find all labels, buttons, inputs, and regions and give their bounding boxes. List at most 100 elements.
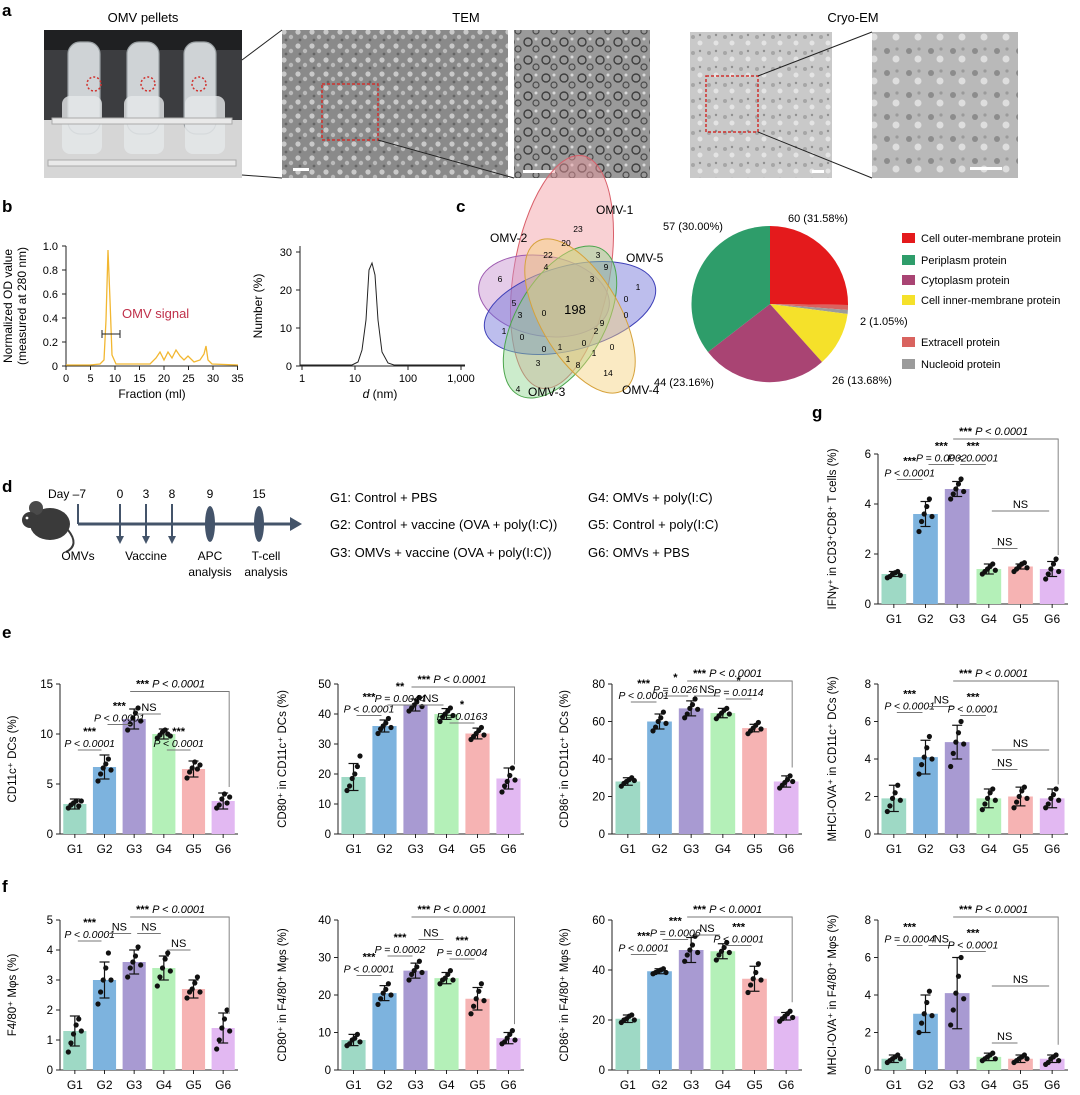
xtick-label: G6 bbox=[500, 1078, 516, 1092]
data-point bbox=[504, 1035, 510, 1041]
data-point bbox=[189, 765, 195, 771]
significance-stars: NS bbox=[1013, 974, 1028, 986]
data-point bbox=[184, 995, 190, 1001]
p-value: P < 0.0001 bbox=[975, 668, 1028, 680]
p-value: P < 0.0001 bbox=[433, 674, 486, 686]
data-point bbox=[929, 513, 935, 520]
data-point bbox=[473, 996, 479, 1002]
pie-label-outer: 60 (31.58%) bbox=[788, 213, 848, 225]
xtick-label: G4 bbox=[981, 842, 997, 856]
data-point bbox=[916, 1029, 922, 1036]
bar-G1 bbox=[63, 804, 87, 834]
day-label-minus7: Day –7 bbox=[48, 487, 86, 501]
ytick-label: 4 bbox=[865, 990, 872, 1002]
xtick-label: G4 bbox=[438, 1078, 454, 1092]
xtick-label: G2 bbox=[651, 842, 667, 856]
data-point bbox=[992, 1056, 998, 1062]
p-value: P < 0.0001 bbox=[344, 704, 395, 716]
data-point bbox=[159, 965, 166, 971]
data-point bbox=[409, 971, 415, 977]
xtick-label: G5 bbox=[469, 1078, 485, 1092]
xtick-label: G1 bbox=[886, 612, 902, 626]
data-point bbox=[437, 981, 443, 987]
data-point bbox=[167, 733, 173, 739]
significance-stars: NS bbox=[997, 758, 1012, 770]
pie-label-cytoplasm: 44 (23.16%) bbox=[654, 377, 714, 389]
xtick-label: G5 bbox=[185, 1078, 201, 1092]
data-point bbox=[414, 699, 420, 705]
omv-pellets-title: OMV pellets bbox=[108, 10, 179, 25]
b-left-xlabel: Fraction (ml) bbox=[118, 387, 185, 401]
data-point bbox=[958, 954, 964, 961]
y-axis-label: CD80⁺ in F4/80⁺ Mφs (%) bbox=[277, 928, 289, 1062]
data-point bbox=[961, 996, 967, 1002]
significance-stars: *** bbox=[418, 904, 434, 916]
data-point bbox=[344, 787, 350, 794]
data-point bbox=[748, 982, 754, 988]
pie-label-inner: 26 (13.68%) bbox=[832, 375, 892, 387]
data-point bbox=[219, 1025, 225, 1031]
ytick-label: 0 bbox=[865, 599, 871, 611]
significance-stars: *** bbox=[172, 726, 186, 738]
data-point bbox=[214, 1046, 220, 1052]
data-point bbox=[512, 1037, 518, 1043]
b-left-xtick-label: 30 bbox=[207, 373, 219, 385]
data-point bbox=[76, 1016, 82, 1022]
significance-stars: NS bbox=[934, 934, 949, 946]
significance-bracket bbox=[411, 916, 515, 1025]
data-point bbox=[953, 990, 959, 996]
cryo-em-image-low-mag bbox=[690, 32, 832, 178]
panel-a: OMV pellets TEM Cryo-EM bbox=[44, 10, 1018, 179]
ytick-label: 20 bbox=[592, 792, 605, 804]
data-point bbox=[992, 567, 998, 573]
ytick-label: 0 bbox=[599, 829, 605, 841]
ytick-label: 4 bbox=[47, 945, 54, 957]
data-point bbox=[1056, 1058, 1062, 1064]
ytick-label: 8 bbox=[865, 679, 871, 691]
b-right-ytick-label: 20 bbox=[280, 285, 292, 297]
significance-stars: *** bbox=[959, 904, 975, 916]
bar-G1 bbox=[63, 1031, 87, 1070]
b-left-ytick-label: 0 bbox=[52, 361, 58, 373]
significance-stars: *** bbox=[83, 726, 97, 738]
ytick-label: 0 bbox=[599, 1065, 605, 1077]
ytick-label: 20 bbox=[592, 1015, 605, 1027]
data-point bbox=[1048, 795, 1054, 801]
data-point bbox=[990, 1050, 996, 1056]
p-value: P < 0.0001 bbox=[975, 426, 1028, 438]
group-g3: G3: OMVs + vaccine (OVA + poly(I:C)) bbox=[330, 545, 552, 560]
bar-G3 bbox=[944, 489, 970, 604]
ytick-label: 40 bbox=[592, 965, 605, 977]
venn-region-count: 0 bbox=[582, 338, 587, 348]
data-point bbox=[70, 1031, 77, 1037]
data-point bbox=[948, 496, 954, 502]
bar-G6 bbox=[1039, 1058, 1065, 1070]
b-left-ytick-label: 0.2 bbox=[43, 337, 58, 349]
ytick-label: 10 bbox=[318, 799, 331, 811]
xtick-label: G1 bbox=[620, 842, 636, 856]
xtick-label: G2 bbox=[917, 1078, 933, 1092]
venn-region-count: 0 bbox=[542, 344, 547, 354]
data-point bbox=[450, 712, 456, 719]
data-point bbox=[897, 797, 903, 803]
bar-G1 bbox=[881, 1058, 907, 1070]
data-point bbox=[919, 518, 925, 525]
data-point bbox=[100, 765, 106, 771]
data-point bbox=[130, 959, 136, 965]
day-label-15: 15 bbox=[252, 487, 266, 501]
bar-G5 bbox=[181, 769, 206, 834]
significance-stars: *** bbox=[967, 928, 981, 940]
group-g2: G2: Control + vaccine (OVA + poly(I:C)) bbox=[330, 517, 557, 532]
b-left-xtick-label: 0 bbox=[63, 373, 69, 385]
p-value: P < 0.0001 bbox=[64, 929, 115, 941]
data-point bbox=[726, 711, 732, 717]
data-point bbox=[481, 732, 487, 738]
panel-letter-f: f bbox=[2, 877, 8, 896]
panel-letter-d: d bbox=[2, 477, 12, 496]
data-point bbox=[476, 988, 482, 994]
y-axis-label: F4/80⁺ Mφs (%) bbox=[7, 954, 19, 1037]
group-g5: G5: Control + poly(I:C) bbox=[588, 517, 718, 532]
legend-swatch bbox=[902, 337, 915, 347]
bar-G3 bbox=[678, 708, 704, 834]
venn-region-count: 20 bbox=[561, 238, 571, 248]
